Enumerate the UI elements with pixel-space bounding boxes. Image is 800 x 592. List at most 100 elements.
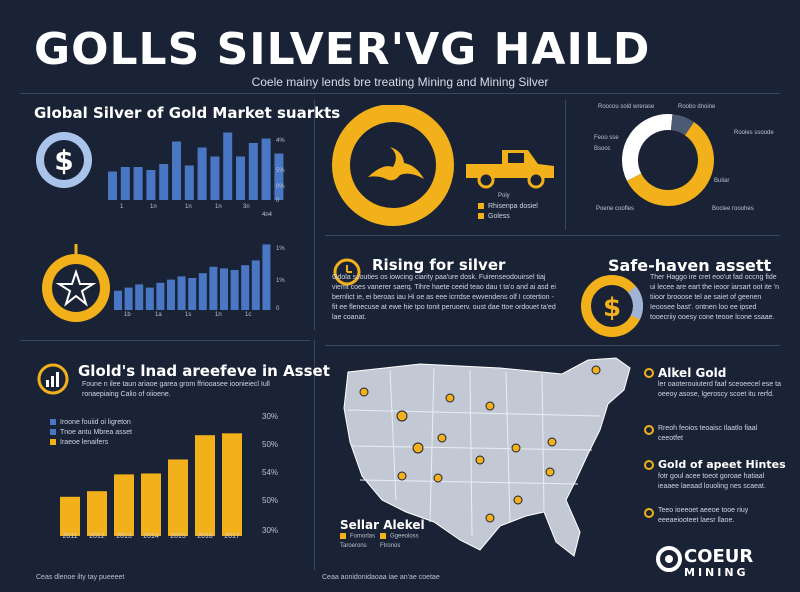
bar	[156, 282, 165, 310]
callout-body: fotr goul acee toeot goroae hatiaal ieaa…	[658, 473, 766, 490]
chart1-ytick: 5%	[276, 168, 285, 174]
gold-legend-item: Iroone fouiid oi ligreton	[50, 418, 131, 428]
callout-body: ler oaoterouiuterd faaf sceoeecel ese ta…	[658, 381, 781, 398]
bar	[210, 156, 220, 200]
callout-body: Rreoh feoios teoaisc Ilaatlo fiaal ceeot…	[658, 425, 758, 442]
callout-title: Gold of apeet Hintes	[658, 458, 786, 471]
market-bar-chart-2	[114, 244, 271, 310]
bar	[141, 473, 161, 536]
chart1-xtick: 1n	[215, 204, 222, 210]
bar	[172, 141, 181, 200]
donut-slice	[626, 122, 714, 206]
bar	[135, 284, 144, 310]
donut-label: Feoo sse	[594, 135, 619, 141]
market-bar-chart-1	[108, 132, 284, 200]
chart2-xtick: 1a	[155, 312, 162, 318]
footer-center: Ceaa aonidonidaoaa iae an'ae coetae	[322, 574, 440, 581]
gold-asset-body: Foune n ilee taun ariaoe garea grom ffri…	[82, 381, 270, 398]
logo-legend-item: Goless	[478, 212, 510, 222]
safe-body: Ther Haggo ire cret eoo'ut fad occng fid…	[650, 274, 779, 321]
bar	[236, 156, 245, 200]
callout-marker	[644, 368, 654, 378]
donut-label: Buliar	[714, 178, 730, 184]
brand-subname: MINING	[684, 566, 749, 579]
bar	[159, 164, 169, 200]
bar	[120, 167, 130, 200]
donut-slice	[670, 114, 694, 136]
bar	[60, 496, 80, 536]
x-tick-label: 2014	[143, 533, 159, 540]
divider-v3	[314, 340, 315, 570]
svg-text:$: $	[54, 144, 73, 177]
bar	[177, 276, 186, 310]
coeur-logo-icon	[656, 546, 682, 572]
callout-marker	[644, 460, 654, 470]
brand-name: COEUR	[684, 546, 754, 567]
page-subtitle: Coele mainy lends bre treating Mining an…	[251, 75, 549, 89]
divider-h1	[20, 340, 310, 341]
map-legend-item: Taroerons	[340, 543, 367, 549]
chart2-xtick: 1c	[245, 312, 252, 318]
chart2-xtick: 1b	[124, 312, 131, 318]
us-map	[343, 357, 631, 557]
chart2-ytick: 1%	[276, 278, 285, 284]
callout-marker	[644, 508, 654, 518]
bar	[145, 287, 154, 310]
bar	[251, 260, 260, 310]
bar	[168, 459, 188, 536]
bar	[108, 171, 117, 200]
donut-label: Rooles ssoode	[734, 130, 774, 136]
chart3-ytick: 50%	[262, 496, 279, 505]
svg-text:$: $	[603, 293, 621, 323]
chart2-xtick: 1n	[215, 312, 222, 318]
bar	[167, 279, 175, 310]
bar	[262, 244, 271, 310]
bar	[198, 273, 207, 310]
gold-legend-item: Tnoe antu Mbrea asset	[50, 428, 132, 438]
bar	[230, 270, 239, 310]
dollar-coin-icon: $	[36, 132, 92, 188]
donut-label: Boclee rooohes	[712, 206, 754, 212]
chart2-xtick: 1s	[185, 312, 192, 318]
chart3-ytick: 50%	[262, 440, 279, 449]
footer-left: Ceas dlenoe ilty tay pueeeet	[36, 574, 125, 581]
gold-asset-heading: Glold's lnad areefeve in Asset	[78, 362, 330, 380]
chart1-ytick: 0%	[276, 184, 285, 190]
gold-legend-item: Iraeoe lenaifers	[50, 438, 108, 448]
bar	[146, 170, 156, 200]
map-legend-item: Ggeeoloss	[380, 533, 419, 540]
bar	[220, 268, 228, 310]
logo-legend-item: Rhisenpa dosiel	[478, 202, 538, 212]
chart1-xtick: 1n	[185, 204, 192, 210]
chart3-ytick: 54%	[262, 468, 279, 477]
bar	[241, 265, 250, 310]
chart1-ytick: 4%	[276, 138, 285, 144]
bar	[248, 143, 258, 200]
page-title: GOLLS SILVER'VG HAILD	[34, 24, 651, 75]
bar	[274, 153, 284, 200]
donut-label: Bsooc	[594, 146, 611, 152]
donut-label: Poene coofles	[596, 206, 635, 212]
bar	[223, 132, 233, 200]
chart2-ytick: 1%	[276, 246, 285, 252]
chart1-xtick: 1	[120, 204, 124, 210]
bar-growth-icon	[37, 363, 69, 395]
truck-label: Poly	[498, 193, 510, 199]
chart3-ytick: 30%	[262, 412, 279, 421]
x-tick-label: 2015	[170, 533, 186, 540]
chart2-ytick: 0	[276, 306, 280, 312]
chart1-xtick: 3n	[243, 204, 250, 210]
callout-title: Alkel Gold	[658, 366, 727, 380]
winged-creature-icon	[332, 105, 454, 226]
bar	[114, 290, 122, 310]
divider-h3	[325, 345, 780, 346]
rising-heading: Rising for silver	[372, 256, 506, 274]
divider-v2	[565, 100, 566, 230]
divider-v1	[314, 100, 315, 330]
safe-heading: Safe-haven assett	[608, 256, 772, 275]
bar	[195, 435, 215, 536]
star-coin-icon	[42, 244, 110, 322]
bar	[184, 165, 194, 200]
divider-h2	[325, 235, 780, 236]
bar	[114, 474, 134, 536]
